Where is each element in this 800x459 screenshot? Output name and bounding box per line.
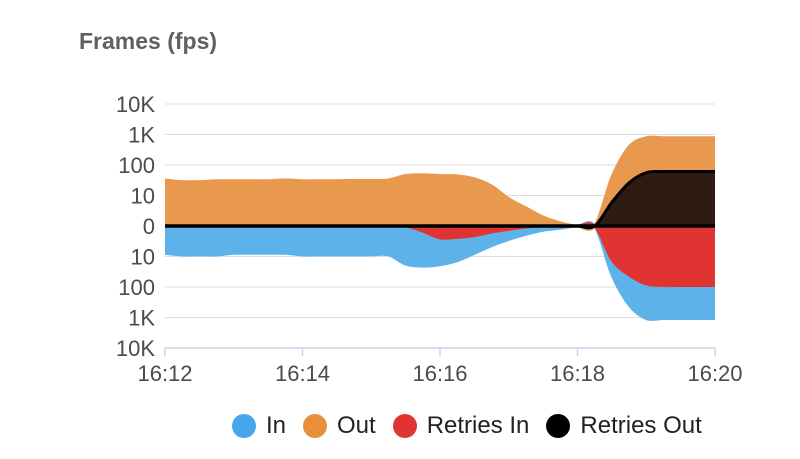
y-tick-label: 0 xyxy=(143,214,155,239)
legend-label-out: Out xyxy=(337,412,376,439)
legend-item-in[interactable]: In xyxy=(232,412,286,440)
legend-swatch-retries-out xyxy=(546,414,571,438)
x-tick-label: 16:20 xyxy=(687,361,742,386)
x-tick-label: 16:12 xyxy=(137,361,192,386)
legend-label-retries-out: Retries Out xyxy=(580,412,702,439)
area-in xyxy=(165,222,715,320)
legend-swatch-retries-in xyxy=(392,414,417,438)
y-tick-label: 10K xyxy=(116,92,155,117)
area-retries-in xyxy=(165,223,715,286)
area-out-line xyxy=(164,135,715,231)
x-tick-label: 16:16 xyxy=(412,361,467,386)
y-tick-label: 1K xyxy=(128,123,155,148)
legend-swatch-out xyxy=(303,414,328,438)
legend-item-retries-out[interactable]: Retries Out xyxy=(546,412,702,440)
y-tick-label: 1K xyxy=(128,306,155,331)
legend-item-out[interactable]: Out xyxy=(303,412,376,440)
legend: In Out Retries In Retries Out xyxy=(232,412,702,440)
area-in-line xyxy=(164,221,715,322)
y-tick-label: 10 xyxy=(131,245,155,270)
chart-title: Frames (fps) xyxy=(79,28,218,54)
series-areas xyxy=(164,135,715,322)
x-tick-label: 16:18 xyxy=(550,361,605,386)
legend-label-in: In xyxy=(266,412,287,439)
y-tick-label: 10 xyxy=(131,184,155,209)
x-tick-label: 16:14 xyxy=(275,361,330,386)
legend-label-retries-in: Retries In xyxy=(426,412,530,439)
area-retries-out xyxy=(165,171,715,228)
axes xyxy=(164,224,716,356)
y-tick-label: 10K xyxy=(116,336,155,361)
legend-item-retries-in[interactable]: Retries In xyxy=(392,412,530,440)
legend-swatch-in xyxy=(232,414,256,438)
y-tick-label: 100 xyxy=(118,153,155,178)
area-out xyxy=(165,136,715,230)
y-tick-label: 100 xyxy=(118,275,155,300)
